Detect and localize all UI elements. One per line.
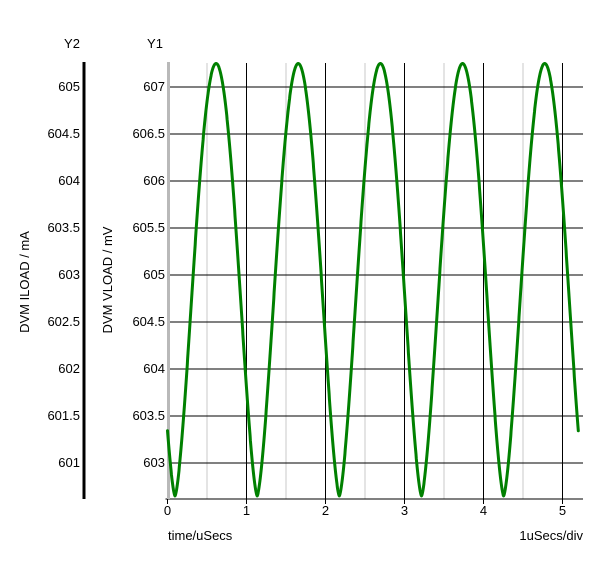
x-tick-label: 4 — [479, 503, 488, 518]
y1-axis-header[interactable]: Y1 — [147, 36, 163, 51]
y2-tick-label: 603 — [58, 267, 80, 282]
x-axis-label: time/uSecs — [168, 528, 233, 543]
x-axis-scale-label: 1uSecs/div — [519, 528, 583, 543]
y1-tick-label: 605 — [143, 267, 165, 282]
y2-tick-label: 601 — [58, 455, 80, 470]
y2-tick-label: 603.5 — [47, 220, 80, 235]
y1-tick-label: 605.5 — [132, 220, 165, 235]
y2-tick-label: 604 — [58, 173, 80, 188]
y1-tick-label: 603 — [143, 455, 165, 470]
y2-tick-label: 602.5 — [47, 314, 80, 329]
y2-tick-label: 604.5 — [47, 126, 80, 141]
x-tick-label: 3 — [400, 503, 409, 518]
y1-tick-label: 607 — [143, 79, 165, 94]
x-tick-label: 0 — [163, 503, 172, 518]
x-tick-label: 5 — [558, 503, 567, 518]
x-tick-label: 2 — [321, 503, 330, 518]
y1-tick-label: 603.5 — [132, 408, 165, 423]
y1-tick-label: 604 — [143, 361, 165, 376]
y1-tick-label: 606 — [143, 173, 165, 188]
x-tick-label: 1 — [242, 503, 251, 518]
y1-tick-label: 606.5 — [132, 126, 165, 141]
y1-tick-label: 604.5 — [132, 314, 165, 329]
y2-tick-label: 605 — [58, 79, 80, 94]
waveform-trace[interactable] — [166, 62, 580, 498]
y2-axis-header[interactable]: Y2 — [64, 36, 80, 51]
y2-tick-label: 601.5 — [47, 408, 80, 423]
y2-tick-label: 602 — [58, 361, 80, 376]
